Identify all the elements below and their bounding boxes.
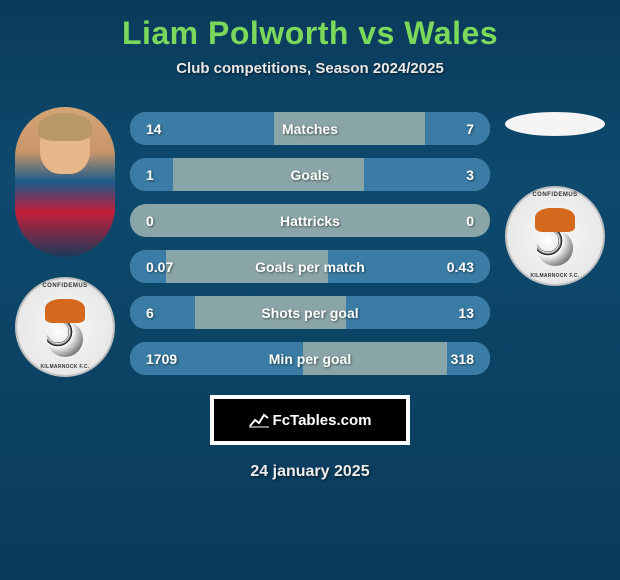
stat-value-left: 14: [146, 121, 162, 137]
player-avatar-left: [15, 107, 115, 257]
left-column: CONFIDEMUS KILMARNOCK F.C.: [10, 107, 120, 377]
stat-value-right: 318: [451, 351, 474, 367]
stat-label: Goals: [291, 167, 330, 183]
badge-top-text: CONFIDEMUS: [42, 283, 87, 289]
bar-fill-right: [425, 112, 490, 145]
comparison-card: Liam Polworth vs Wales Club competitions…: [0, 0, 620, 481]
stat-value-left: 0: [146, 213, 154, 229]
brand-text: FcTables.com: [273, 412, 372, 429]
stat-value-left: 1: [146, 167, 154, 183]
page-title: Liam Polworth vs Wales: [122, 15, 498, 52]
chart-icon: [249, 412, 269, 428]
badge-top-text: CONFIDEMUS: [532, 192, 577, 198]
stat-value-left: 6: [146, 305, 154, 321]
stat-label: Min per goal: [269, 351, 351, 367]
stat-row: 0.07 Goals per match 0.43: [130, 250, 490, 283]
stat-row: 1709 Min per goal 318: [130, 342, 490, 375]
stat-row: 1 Goals 3: [130, 158, 490, 191]
badge-bottom-text: KILMARNOCK F.C.: [41, 364, 90, 370]
date-text: 24 january 2025: [250, 463, 369, 481]
bar-fill-left: [130, 296, 195, 329]
brand-badge: FcTables.com: [210, 395, 410, 445]
right-column: CONFIDEMUS KILMARNOCK F.C.: [500, 107, 610, 286]
stat-row: 0 Hattricks 0: [130, 204, 490, 237]
stat-label: Hattricks: [280, 213, 340, 229]
stat-value-right: 0.43: [447, 259, 474, 275]
player-avatar-right: [505, 112, 605, 136]
main-row: CONFIDEMUS KILMARNOCK F.C. 14 Matches 7 1 Go…: [10, 107, 610, 377]
stat-row: 6 Shots per goal 13: [130, 296, 490, 329]
stat-value-left: 1709: [146, 351, 177, 367]
stat-row: 14 Matches 7: [130, 112, 490, 145]
stat-value-right: 3: [466, 167, 474, 183]
club-badge-left: CONFIDEMUS KILMARNOCK F.C.: [15, 277, 115, 377]
stat-value-right: 7: [466, 121, 474, 137]
stat-label: Goals per match: [255, 259, 365, 275]
stat-label: Matches: [282, 121, 338, 137]
club-badge-right: CONFIDEMUS KILMARNOCK F.C.: [505, 186, 605, 286]
stat-label: Shots per goal: [261, 305, 358, 321]
page-subtitle: Club competitions, Season 2024/2025: [176, 60, 444, 77]
stat-value-right: 0: [466, 213, 474, 229]
stats-column: 14 Matches 7 1 Goals 3 0 Hattricks 0 0.07 Goals pe…: [130, 112, 490, 375]
badge-bottom-text: KILMARNOCK F.C.: [531, 273, 580, 279]
stat-value-right: 13: [458, 305, 474, 321]
stat-value-left: 0.07: [146, 259, 173, 275]
